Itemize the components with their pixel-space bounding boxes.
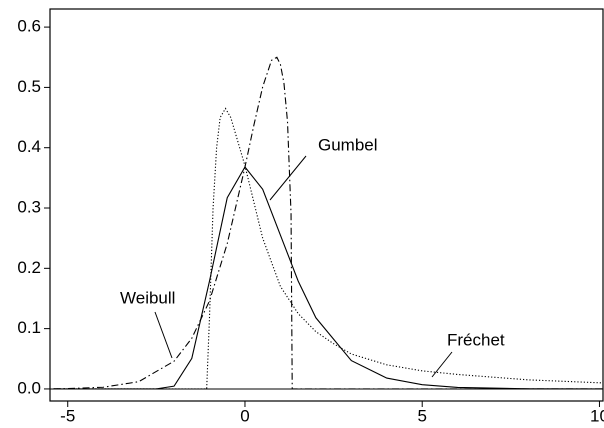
frechet-label: Fréchet — [447, 330, 505, 349]
x-tick-label: 0 — [240, 406, 249, 425]
y-tick-label: 0.6 — [17, 17, 41, 36]
y-tick-label: 0.0 — [17, 378, 41, 397]
y-tick-label: 0.2 — [17, 258, 41, 277]
weibull-label: Weibull — [120, 288, 175, 307]
frechet-leader — [431, 351, 453, 378]
x-tick-label: -5 — [60, 406, 75, 425]
gumbel-leader — [269, 155, 307, 201]
y-tick-label: 0.3 — [17, 197, 41, 216]
weibull-leader — [154, 311, 173, 359]
x-tick-label: 5 — [417, 406, 426, 425]
series-line — [53, 166, 604, 390]
gumbel-label: Gumbel — [318, 135, 378, 154]
y-tick-label: 0.5 — [17, 77, 41, 96]
y-tick-label: 0.1 — [17, 318, 41, 337]
series-line — [53, 56, 603, 390]
y-tick-label: 0.4 — [17, 137, 41, 156]
x-tick-label: 10 — [590, 406, 604, 425]
plot-frame — [49, 8, 604, 402]
series-line — [53, 107, 604, 390]
